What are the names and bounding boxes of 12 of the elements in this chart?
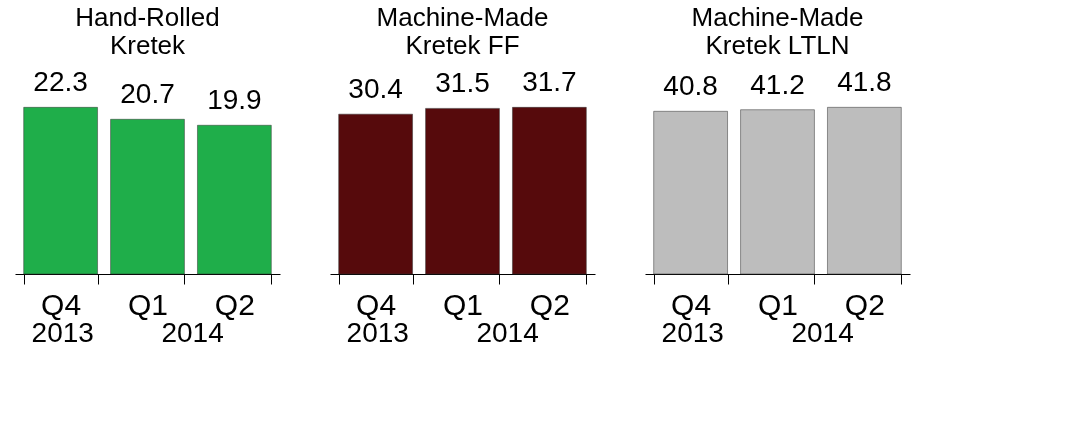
chart-title: Hand-Rolled Kretek bbox=[75, 2, 220, 61]
data-label: 41.8 bbox=[837, 66, 892, 98]
chart-title: Machine-Made Kretek LTLN bbox=[691, 2, 864, 61]
data-label: 31.5 bbox=[435, 67, 490, 99]
data-label: 19.9 bbox=[207, 84, 262, 116]
chart-title: Machine-Made Kretek FF bbox=[376, 2, 549, 61]
data-label: 40.8 bbox=[663, 70, 718, 102]
data-label: 30.4 bbox=[348, 73, 403, 105]
data-label: 22.3 bbox=[33, 66, 88, 98]
data-label: 20.7 bbox=[120, 78, 175, 110]
data-label: 31.7 bbox=[522, 66, 577, 98]
data-label: 41.2 bbox=[750, 68, 805, 100]
